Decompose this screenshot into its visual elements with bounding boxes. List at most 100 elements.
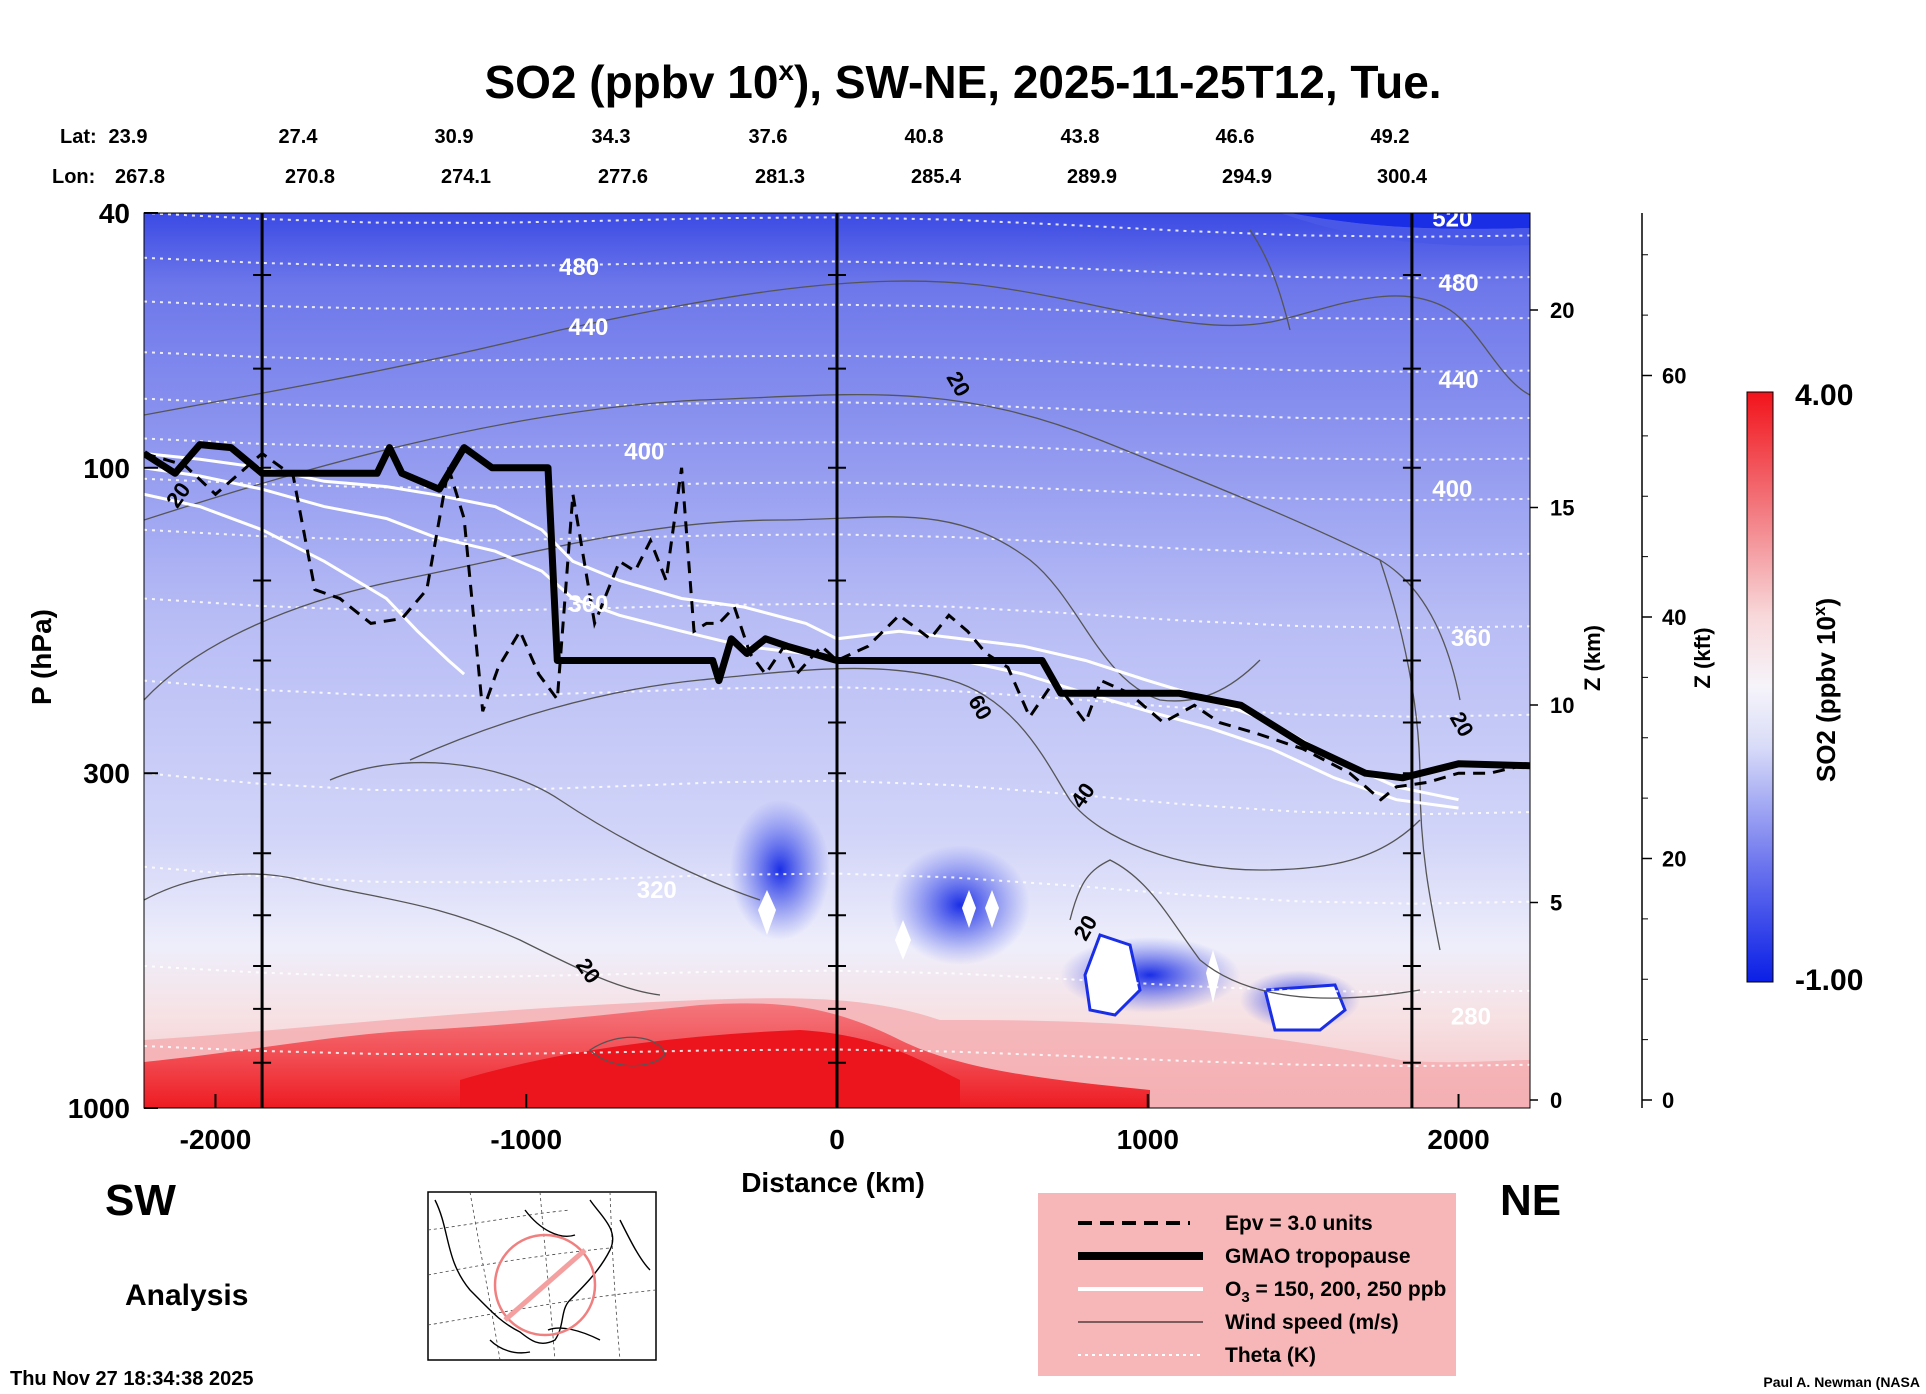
legend-ozone-label-post: = 150, 200, 250 ppb <box>1250 1278 1447 1301</box>
ne-label: NE <box>1500 1176 1561 1225</box>
z-km-label: Z (km) <box>1580 625 1605 691</box>
theta-label: 480 <box>1439 270 1479 297</box>
so2-field-red-core <box>460 1030 960 1108</box>
wind-contour-20 <box>144 873 661 996</box>
inset-map-coastlines <box>434 1199 651 1354</box>
lon-row-label: Lon: <box>52 166 95 188</box>
so2-field-white-patch <box>895 920 911 960</box>
chart-title: SO2 (ppbv 10x), SW-NE, 2025-11-25T12, Tu… <box>484 55 1441 108</box>
lon-value: 289.9 <box>1067 166 1117 188</box>
z-km-axis: 0 5 10 15 20 <box>1530 298 1574 1113</box>
z-kft-tick-label: 60 <box>1662 364 1686 389</box>
colorbar-label: SO2 (ppbv 10x) <box>1810 598 1841 782</box>
lon-value: 285.4 <box>911 166 962 188</box>
y-tick-label: 1000 <box>68 1093 130 1124</box>
y-axis: 40 100 300 1000 <box>68 198 158 1124</box>
inset-map <box>427 1191 657 1361</box>
theta-label: 360 <box>568 591 608 618</box>
so2-field-white-patch <box>1083 933 1142 1017</box>
title-main: SO2 (ppbv 10 <box>484 56 778 108</box>
z-km-tick-label: 5 <box>1550 891 1562 916</box>
legend-tropopause-label: GMAO tropopause <box>1225 1245 1411 1268</box>
wind-speed-contours <box>144 229 1530 1067</box>
y-tick-label: 100 <box>83 453 130 484</box>
x-tick-label: 1000 <box>1117 1124 1179 1155</box>
x-axis: -2000 -1000 0 1000 2000 <box>180 1094 1490 1155</box>
so2-field-white-patch <box>1263 983 1347 1032</box>
wind-contour-20 <box>1379 559 1441 951</box>
cross-section-markers <box>253 213 1421 1108</box>
so2-field-upper-blue-edge <box>1280 213 1530 246</box>
x-tick-label: 2000 <box>1427 1124 1489 1155</box>
y-tick-label: 40 <box>99 198 130 229</box>
so2-field-white-patch <box>962 890 976 928</box>
x-tick-label: -2000 <box>180 1124 252 1155</box>
inset-map-range-circle <box>493 1233 597 1337</box>
wind-contour-20 <box>144 280 1530 416</box>
theta-label: 520 <box>599 192 639 219</box>
legend-ozone-label: O3 = 150, 200, 250 ppb <box>1225 1278 1446 1306</box>
title-rest: ), SW-NE, 2025-11-25T12, Tue. <box>794 56 1442 108</box>
wind-contour-20 <box>1249 229 1291 331</box>
so2-field-white-patch <box>758 890 776 935</box>
legend-ozone-label-sub: 3 <box>1241 1289 1249 1306</box>
wind-contour-40 <box>409 667 1421 871</box>
lon-value: 281.3 <box>755 166 805 188</box>
so2-field-white-patch <box>985 890 999 928</box>
colorbar-min-label: -1.00 <box>1795 964 1863 997</box>
z-kft-tick-label: 40 <box>1662 605 1686 630</box>
legend-theta-label: Theta (K) <box>1225 1344 1316 1367</box>
z-kft-tick-label: 20 <box>1662 847 1686 872</box>
lat-value: 46.6 <box>1216 126 1255 148</box>
theta-label: 440 <box>1439 367 1479 394</box>
title-superscript: x <box>778 55 794 86</box>
theta-label: 360 <box>1451 625 1491 652</box>
z-km-tick-label: 20 <box>1550 298 1574 323</box>
lat-value: 30.9 <box>435 126 474 148</box>
ozone-contour <box>144 466 1459 810</box>
so2-field-blue-blob <box>890 845 1030 965</box>
wind-contour-20 <box>329 761 761 901</box>
z-km-tick-label: 15 <box>1550 496 1574 521</box>
x-tick-label: -1000 <box>490 1124 562 1155</box>
wind-contour-40 <box>144 393 1461 701</box>
analysis-label: Analysis <box>125 1279 248 1312</box>
theta-label: 440 <box>568 314 608 341</box>
z-km-tick-label: 0 <box>1550 1088 1562 1113</box>
lon-value: 274.1 <box>441 166 491 188</box>
colorbar-max-label: 4.00 <box>1795 379 1853 412</box>
theta-label: 280 <box>1451 1003 1491 1030</box>
lon-value: 294.9 <box>1222 166 1272 188</box>
wind-contour-20 <box>1069 859 1421 999</box>
z-kft-label: Z (kft) <box>1690 627 1715 688</box>
legend-wind-label: Wind speed (m/s) <box>1225 1311 1399 1334</box>
lat-lon-row: 23.9 27.4 30.9 34.3 37.6 40.8 43.8 46.6 49.2 267.… <box>109 126 1428 188</box>
theta-label: 480 <box>559 254 599 281</box>
colorbar-label-sup: x <box>1810 606 1829 616</box>
legend-ozone-label-pre: O <box>1225 1278 1241 1301</box>
x-axis-label: Distance (km) <box>741 1167 925 1198</box>
lat-row-label: Lat: <box>60 126 97 148</box>
sw-label: SW <box>105 1176 176 1225</box>
legend-epv-label: Epv = 3.0 units <box>1225 1212 1373 1235</box>
epv-line <box>144 451 1530 802</box>
theta-labels: 520 480 440 400 360 320 520 480 440 400 360 280 <box>559 192 1491 1030</box>
wind-contour-small <box>588 1036 666 1067</box>
lon-value: 300.4 <box>1377 166 1428 188</box>
colorbar-label-main: SO2 (ppbv 10 <box>1811 616 1841 782</box>
z-kft-axis: 0 20 40 60 <box>1641 213 1686 1113</box>
colorbar-label-end: ) <box>1811 598 1841 607</box>
inset-map-graticule <box>427 1191 657 1361</box>
lat-value: 49.2 <box>1371 126 1410 148</box>
y-axis-label: P (hPa) <box>26 609 57 705</box>
so2-field-white-patch <box>1206 950 1220 1003</box>
lon-value: 270.8 <box>285 166 335 188</box>
z-kft-tick-label: 0 <box>1662 1088 1674 1113</box>
lat-value: 40.8 <box>905 126 944 148</box>
theta-label: 520 <box>1432 206 1472 233</box>
lat-value: 27.4 <box>279 126 319 148</box>
theta-label: 400 <box>1432 476 1472 503</box>
so2-field-blue-blob <box>730 800 830 940</box>
